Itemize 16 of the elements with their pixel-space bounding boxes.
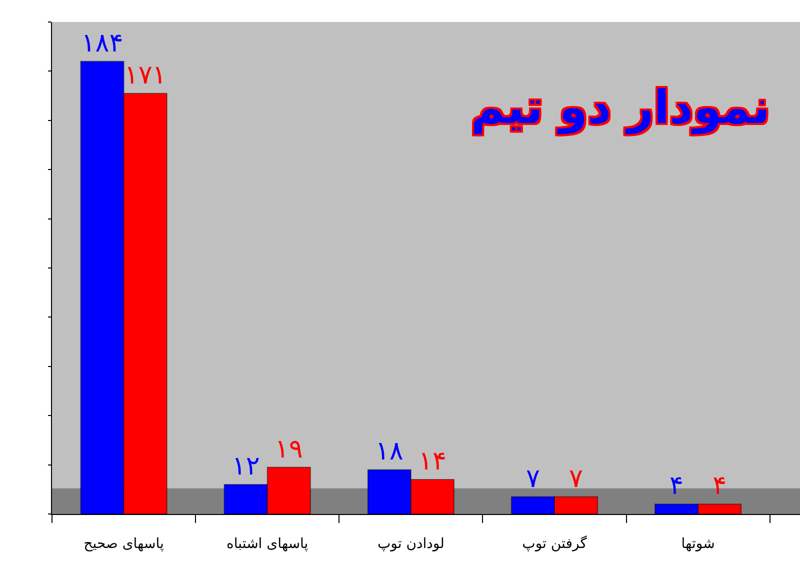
x-tick-label: لودادن توپ (377, 536, 444, 552)
data-label: ۷ (526, 464, 540, 494)
x-tick-label: پاسهای اشتباه (226, 536, 308, 552)
data-label: ۴ (712, 471, 727, 502)
data-label: ۱۸ (375, 436, 404, 467)
text: نمودار دو تیم (470, 80, 770, 136)
x-tick-label: پاسهای صحیح (84, 536, 164, 552)
data-label: ۱۸۴ (81, 28, 124, 58)
data-label: ۱۴ (418, 446, 446, 477)
data-label: ۱۷۱ (124, 60, 166, 90)
data-label: ۱۲ (232, 451, 260, 482)
x-tick-label: شوتها (681, 536, 715, 552)
data-label: ۴ (670, 471, 684, 502)
data-label: ۷ (569, 464, 584, 494)
x-tick-label: گرفتن توپ (522, 534, 588, 552)
data-label: ۱۹ (274, 434, 303, 464)
